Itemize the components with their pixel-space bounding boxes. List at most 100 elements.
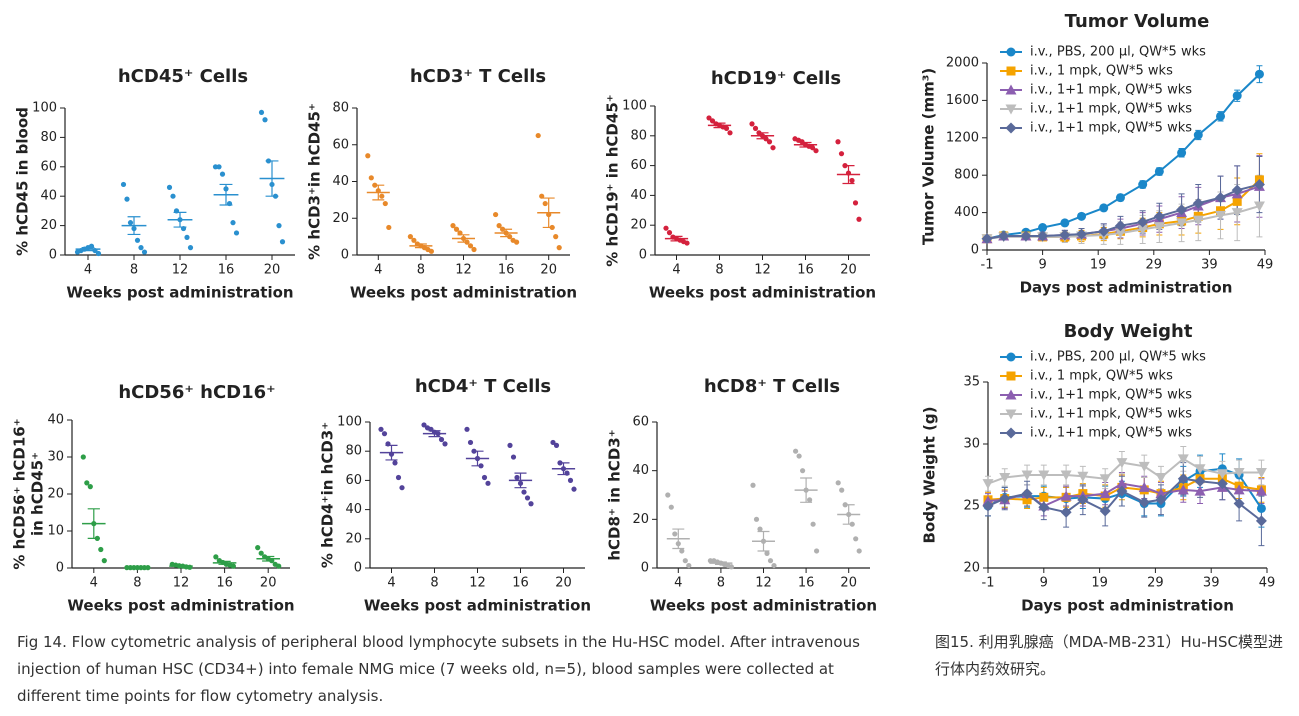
y-tick-label: 20 — [47, 487, 64, 502]
data-point — [428, 248, 434, 254]
y-tick-label: 60 — [345, 473, 362, 488]
marker — [1138, 496, 1150, 508]
y-tick-label: 40 — [332, 174, 349, 189]
marker — [1099, 505, 1111, 517]
data-point — [571, 486, 577, 492]
data-point — [514, 239, 520, 245]
y-tick-label: 35 — [963, 375, 980, 390]
marker — [998, 230, 1010, 242]
legend-label: i.v., 1+1 mpk, QW*5 wks — [1030, 83, 1192, 98]
marker — [1153, 210, 1165, 222]
marker — [999, 493, 1011, 505]
marker — [1253, 179, 1265, 191]
data-point — [485, 480, 491, 486]
sem-bar — [457, 234, 470, 243]
data-point — [770, 145, 776, 151]
sem-bar — [757, 530, 770, 552]
data-point — [838, 151, 845, 157]
marker — [1077, 471, 1089, 482]
x-tick-label: 9 — [1038, 258, 1046, 273]
x-tick-label: 8 — [430, 576, 438, 591]
x-tick-label: 20 — [840, 576, 857, 591]
x-tick-label: 16 — [797, 263, 814, 278]
data-point — [510, 454, 517, 460]
data-point — [553, 442, 560, 448]
data-point — [365, 153, 371, 159]
data-point — [550, 439, 556, 446]
marker — [1098, 225, 1110, 237]
marker — [1192, 197, 1204, 209]
legend-label: i.v., PBS, 200 µl, QW*5 wks — [1030, 350, 1206, 365]
data-point — [467, 439, 474, 446]
y-tick-label: 60 — [630, 158, 647, 173]
x-tick-label: 4 — [374, 263, 382, 278]
marker — [1194, 475, 1206, 487]
data-point — [766, 139, 773, 145]
y-tick-label: 100 — [337, 415, 362, 430]
x-tick-label: 20 — [555, 576, 572, 591]
marker — [1116, 458, 1128, 469]
data-point — [679, 548, 685, 554]
data-point — [835, 139, 841, 145]
y-tick-label: 20 — [632, 512, 649, 527]
sem-bar — [174, 564, 188, 568]
y-axis-title: in hCD45⁺ — [29, 452, 47, 536]
marker — [1231, 208, 1243, 219]
sem-bar — [372, 184, 385, 201]
data-point — [379, 193, 385, 199]
data-point — [258, 109, 265, 116]
data-point — [668, 504, 674, 510]
marker — [1005, 427, 1017, 439]
data-point — [553, 234, 559, 240]
data-point — [438, 436, 445, 443]
x-tick-label: 16 — [218, 263, 235, 278]
sem-bar — [500, 228, 513, 238]
sem-bar — [557, 462, 570, 476]
chart-title: hCD56⁺ hCD16⁺ — [118, 382, 275, 403]
data-point — [407, 234, 413, 240]
data-point — [216, 164, 222, 170]
marker — [1255, 468, 1267, 479]
marker — [982, 479, 994, 490]
y-tick-label: 2000 — [946, 56, 979, 71]
y-tick-label: 400 — [954, 205, 979, 220]
data-point — [395, 474, 402, 481]
x-tick-label: 4 — [672, 263, 680, 278]
marker — [1233, 468, 1245, 479]
y-tick-label: 60 — [332, 137, 349, 152]
marker — [1155, 488, 1167, 499]
x-tick-label: 4 — [84, 263, 92, 278]
data-point — [706, 115, 712, 121]
sem-bar — [428, 430, 441, 438]
marker — [1021, 470, 1033, 481]
x-tick-label: -1 — [982, 576, 995, 591]
data-point — [95, 250, 102, 257]
marker — [1114, 220, 1126, 232]
data-point — [230, 220, 236, 226]
marker — [1137, 216, 1149, 228]
chart-title: Tumor Volume — [1065, 11, 1210, 32]
marker — [1215, 210, 1227, 221]
marker — [1037, 230, 1049, 242]
y-tick-label: 60 — [632, 415, 649, 430]
x-tick-label: 19 — [1090, 258, 1107, 273]
data-point — [378, 426, 384, 432]
y-tick-label: 30 — [963, 437, 980, 452]
y-tick-label: 30 — [47, 450, 64, 465]
marker — [1138, 461, 1150, 472]
data-point — [752, 125, 759, 131]
x-tick-label: 29 — [1146, 258, 1163, 273]
y-tick-label: 0 — [639, 248, 647, 263]
sem-bar — [542, 197, 555, 229]
x-tick-label: 12 — [755, 576, 772, 591]
data-point — [392, 460, 398, 466]
marker — [1233, 498, 1245, 510]
y-tick-label: 80 — [630, 128, 647, 143]
x-tick-label: 8 — [417, 263, 425, 278]
data-point — [255, 545, 261, 551]
data-point — [80, 454, 86, 460]
marker — [1038, 223, 1048, 233]
y-axis-title: % hCD19⁺ in hCD45⁺ — [604, 94, 622, 266]
data-point — [98, 546, 104, 553]
